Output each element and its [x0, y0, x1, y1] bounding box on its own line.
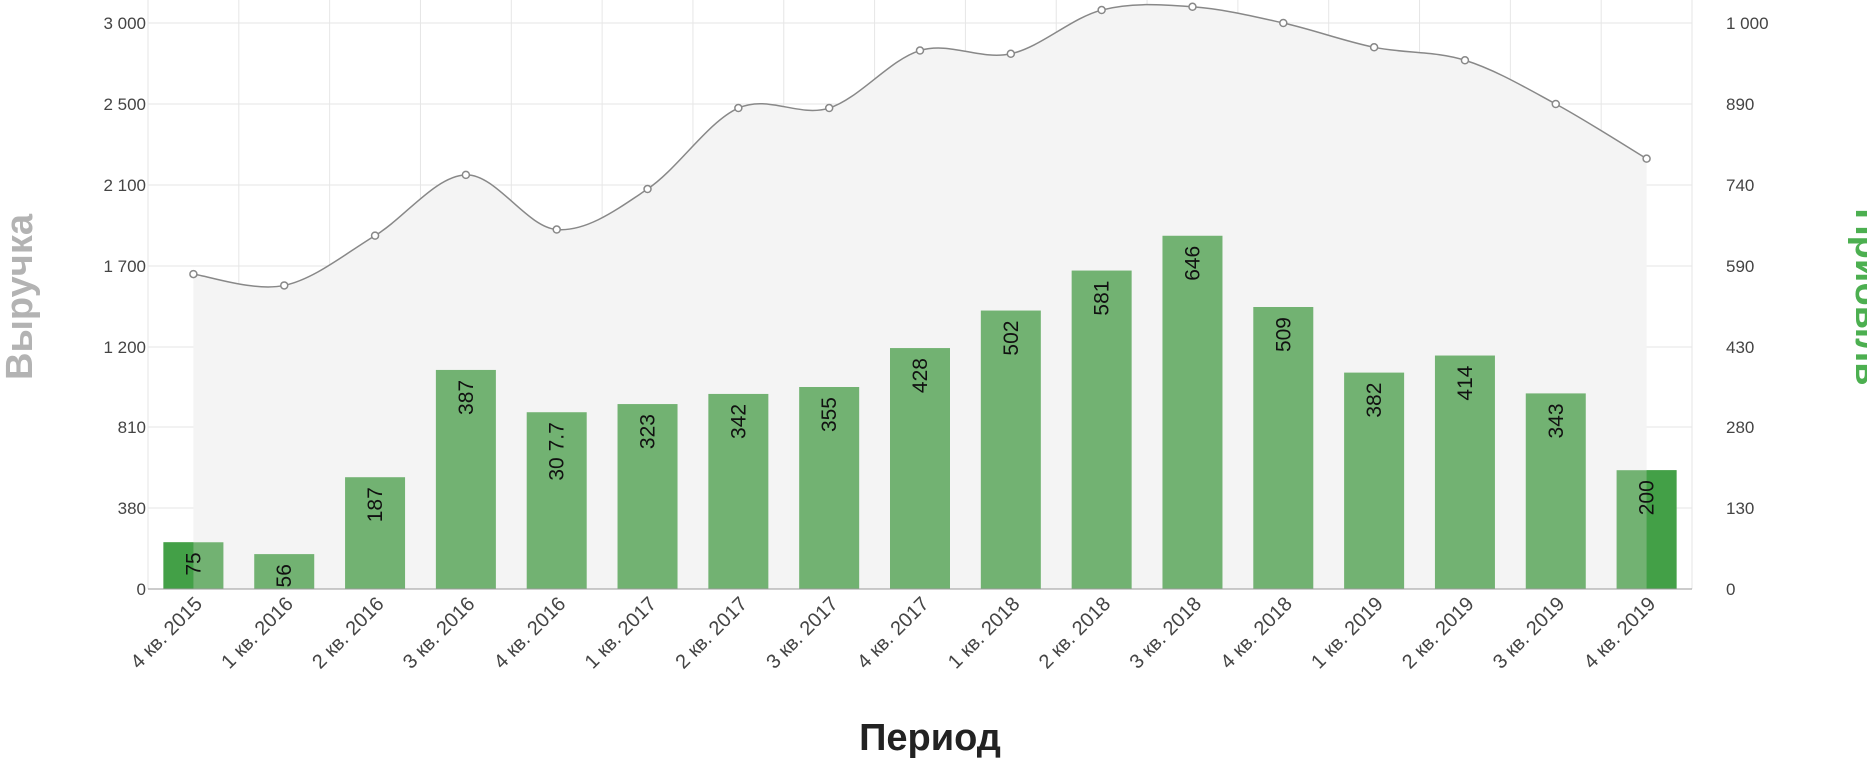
bar-value-label: 646	[1181, 246, 1204, 281]
revenue-point[interactable]	[1460, 56, 1470, 65]
revenue-point[interactable]	[1551, 99, 1561, 109]
x-tick-label: 3 кв. 2018	[1126, 593, 1206, 673]
x-tick-label: 4 кв. 2016	[490, 593, 570, 673]
x-tick-label: 2 кв. 2019	[1398, 593, 1478, 673]
profit-bar-highlight	[1646, 470, 1677, 589]
y-right-tick-label: 130	[1726, 499, 1754, 518]
y-right-tick-label: 890	[1726, 95, 1754, 114]
profit-bar[interactable]	[345, 477, 406, 589]
bar-value-label: 30 7.7	[546, 422, 569, 480]
revenue-point[interactable]	[1279, 18, 1288, 28]
bar-value-label: 382	[1363, 383, 1386, 418]
x-tick-label: 1 кв. 2018	[944, 593, 1024, 673]
revenue-point[interactable]	[461, 170, 471, 180]
x-tick-label: 1 кв. 2016	[217, 593, 297, 673]
y-left-tick-label: 0	[137, 580, 146, 599]
y-left-tick-label: 1 200	[103, 338, 146, 357]
x-tick-label: 4 кв. 2019	[1580, 593, 1660, 673]
profit-bar[interactable]	[1162, 235, 1223, 589]
profit-bar[interactable]	[1253, 307, 1314, 589]
y-left-tick-label: 3 000	[103, 14, 146, 33]
x-tick-label: 4 кв. 2017	[853, 593, 933, 673]
revenue-point[interactable]	[552, 225, 561, 234]
bar-value-label: 509	[1272, 317, 1295, 352]
revenue-point[interactable]	[915, 46, 925, 55]
bar-value-label: 56	[273, 564, 296, 587]
revenue-point[interactable]	[824, 103, 834, 113]
bar-value-label: 75	[182, 552, 205, 575]
profit-bar[interactable]	[254, 554, 315, 589]
revenue-point[interactable]	[1369, 43, 1379, 52]
x-tick-label: 2 кв. 2016	[308, 593, 388, 673]
y-axis-left-title: Выручка	[0, 213, 41, 380]
y-left-tick-label: 2 100	[103, 176, 146, 195]
y-axis-right-title: Прибыль	[1847, 208, 1867, 385]
profit-bar[interactable]	[980, 310, 1041, 589]
revenue-point[interactable]	[279, 281, 289, 290]
revenue-point[interactable]	[189, 269, 198, 279]
profit-bar[interactable]	[890, 348, 950, 589]
x-axis-title: Период	[859, 717, 1001, 759]
x-tick-label: 2 кв. 2018	[1035, 593, 1115, 673]
profit-bar[interactable]	[526, 412, 587, 589]
x-tick-label: 1 кв. 2017	[581, 593, 661, 673]
x-tick-label: 4 кв. 2018	[1216, 593, 1296, 673]
profit-bar[interactable]	[799, 387, 860, 589]
revenue-line-path	[193, 3, 1647, 288]
y-left-tick-label: 2 500	[103, 95, 146, 114]
bar-value-label: 200	[1636, 480, 1659, 515]
x-tick-label: 3 кв. 2017	[762, 593, 842, 673]
revenue-point[interactable]	[1188, 2, 1197, 12]
revenue-point[interactable]	[1006, 49, 1016, 59]
revenue-point[interactable]	[370, 231, 380, 240]
bar-value-label: 323	[637, 414, 660, 449]
profit-bar[interactable]	[1071, 270, 1132, 589]
y-right-tick-label: 0	[1726, 580, 1735, 599]
y-right-tick-label: 590	[1726, 257, 1754, 276]
profit-bar[interactable]	[617, 404, 678, 589]
profit-bar-highlight	[163, 542, 194, 589]
x-tick-label: 4 кв. 2015	[127, 593, 207, 673]
x-tick-label: 2 кв. 2017	[672, 593, 752, 673]
bar-value-label: 581	[1091, 281, 1114, 316]
profit-bar[interactable]	[1434, 355, 1495, 589]
bar-value-label: 187	[364, 487, 387, 522]
revenue-line	[189, 2, 1651, 290]
bar-value-label: 502	[1000, 321, 1023, 356]
y-right-tick-label: 280	[1726, 418, 1754, 437]
x-tick-label: 1 кв. 2019	[1307, 593, 1387, 673]
y-left-tick-label: 380	[118, 499, 146, 518]
bar-value-label: 428	[909, 358, 932, 393]
bar-value-label: 414	[1454, 365, 1477, 400]
revenue-point[interactable]	[643, 184, 652, 194]
profit-bars	[163, 235, 1677, 589]
profit-bar[interactable]	[1525, 393, 1586, 589]
y-left-tick-label: 810	[118, 418, 146, 437]
y-right-tick-label: 430	[1726, 338, 1754, 357]
profit-bar[interactable]	[708, 393, 769, 589]
bar-value-label: 387	[455, 380, 478, 415]
bar-value-label: 355	[818, 397, 841, 432]
y-right-tick-label: 1 000	[1726, 14, 1769, 33]
x-tick-label: 3 кв. 2019	[1489, 593, 1569, 673]
bar-value-label: 342	[727, 404, 750, 439]
profit-bar[interactable]	[1344, 372, 1405, 589]
profit-bar[interactable]	[435, 369, 496, 589]
y-left-tick-label: 1 700	[103, 257, 146, 276]
revenue-point[interactable]	[734, 103, 743, 113]
revenue-point[interactable]	[1097, 5, 1106, 15]
bar-value-label: 343	[1545, 403, 1568, 438]
x-tick-label: 3 кв. 2016	[399, 593, 479, 673]
y-right-tick-label: 740	[1726, 176, 1754, 195]
bar-labels: 75 56 187 387 30 7.7 323 342 355 428 502 581 646 509…	[182, 246, 1658, 588]
revenue-point[interactable]	[1642, 154, 1651, 163]
